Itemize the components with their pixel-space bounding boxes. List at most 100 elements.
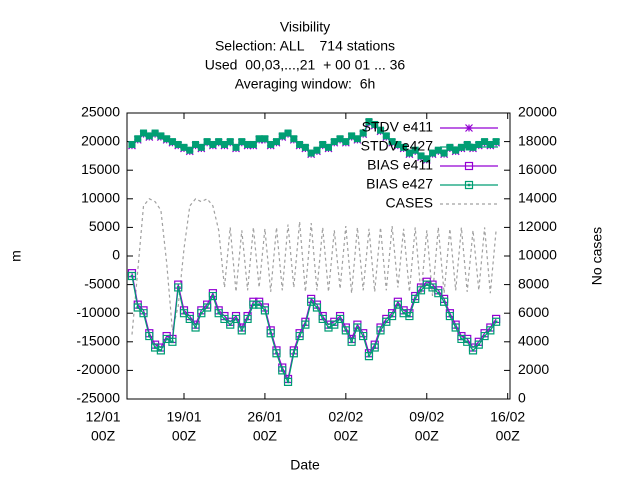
marker: [139, 309, 148, 318]
marker: [359, 129, 367, 137]
marker: [313, 146, 321, 154]
marker: [388, 138, 396, 146]
marker: [266, 329, 275, 338]
marker: [330, 320, 339, 329]
y2-tick-label: 6000: [518, 304, 549, 320]
y-axis-label: m: [8, 250, 24, 262]
y-tick-label: 25000: [81, 104, 120, 120]
y2-tick-label: 10000: [518, 247, 557, 263]
legend-marker: [464, 180, 474, 190]
marker: [191, 323, 200, 332]
marker: [307, 149, 315, 157]
x-tick-label: 00Z: [253, 428, 278, 444]
y-tick-label: 10000: [81, 190, 120, 206]
marker: [145, 331, 154, 341]
marker: [486, 140, 494, 148]
marker: [220, 314, 229, 324]
marker: [330, 138, 338, 146]
marker: [168, 337, 177, 346]
marker: [284, 129, 292, 137]
marker: [376, 326, 385, 335]
marker: [186, 146, 194, 154]
marker: [399, 309, 408, 318]
legend-label: STDV e411: [362, 119, 434, 135]
legend-label: CASES: [386, 195, 433, 211]
marker: [377, 126, 385, 134]
marker: [400, 143, 408, 151]
marker: [411, 294, 420, 303]
marker: [134, 135, 142, 143]
marker: [342, 138, 350, 146]
marker: [163, 135, 171, 143]
y-tick-label: 20000: [81, 132, 120, 148]
marker: [480, 331, 489, 341]
x-tick-label: 02/02: [328, 409, 363, 425]
y2-tick-label: 12000: [518, 218, 557, 234]
marker: [203, 303, 212, 312]
marker: [260, 306, 270, 315]
marker: [220, 140, 228, 148]
marker: [156, 346, 165, 355]
marker: [208, 291, 217, 301]
marker: [255, 300, 264, 309]
marker: [249, 140, 257, 148]
x-tick-label: 09/02: [409, 409, 444, 425]
y-tick-label: -20000: [76, 361, 120, 377]
marker: [411, 146, 419, 154]
y2-axis-label: No cases: [589, 227, 605, 285]
marker: [238, 138, 246, 146]
marker: [434, 289, 443, 298]
marker: [226, 320, 235, 329]
y-tick-label: -10000: [76, 304, 120, 320]
chart-title: Visibility: [280, 19, 330, 35]
marker: [348, 132, 356, 140]
marker: [267, 140, 275, 148]
y2-tick-label: 2000: [518, 361, 549, 377]
chart-subtitle: Averaging window: 6h: [235, 76, 376, 92]
marker: [168, 138, 176, 146]
marker: [370, 343, 379, 352]
x-tick-label: 12/01: [86, 409, 121, 425]
marker: [289, 349, 298, 358]
chart-subtitle: Selection: ALL 714 stations: [215, 38, 395, 54]
marker: [492, 317, 501, 326]
marker: [451, 323, 460, 332]
marker: [336, 135, 344, 143]
marker: [290, 135, 298, 143]
marker: [440, 149, 448, 157]
marker: [215, 138, 223, 146]
marker: [382, 132, 390, 140]
marker: [452, 146, 460, 154]
marker: [416, 286, 426, 295]
y2-tick-label: 14000: [518, 190, 557, 206]
marker: [133, 303, 142, 312]
marker: [295, 331, 304, 341]
marker: [226, 138, 234, 146]
marker: [244, 140, 252, 148]
x-tick-label: 00Z: [91, 428, 116, 444]
marker: [192, 140, 200, 148]
legend-marker: [464, 161, 474, 171]
x-tick-label: 16/02: [490, 409, 525, 425]
marker: [209, 140, 217, 148]
marker: [157, 132, 165, 140]
marker: [440, 297, 449, 306]
marker: [481, 138, 489, 146]
marker: [463, 337, 472, 346]
y2-tick-label: 16000: [518, 161, 557, 177]
marker: [353, 135, 361, 143]
marker: [145, 132, 153, 140]
marker: [445, 311, 454, 321]
marker: [214, 309, 223, 318]
marker: [324, 143, 332, 151]
marker: [272, 138, 280, 146]
marker: [312, 303, 322, 312]
marker: [324, 323, 333, 332]
marker: [151, 129, 159, 137]
marker: [429, 149, 437, 157]
legend-label: BIAS e427: [366, 176, 433, 192]
y2-tick-label: 18000: [518, 132, 557, 148]
marker: [278, 132, 286, 140]
marker: [347, 337, 356, 346]
